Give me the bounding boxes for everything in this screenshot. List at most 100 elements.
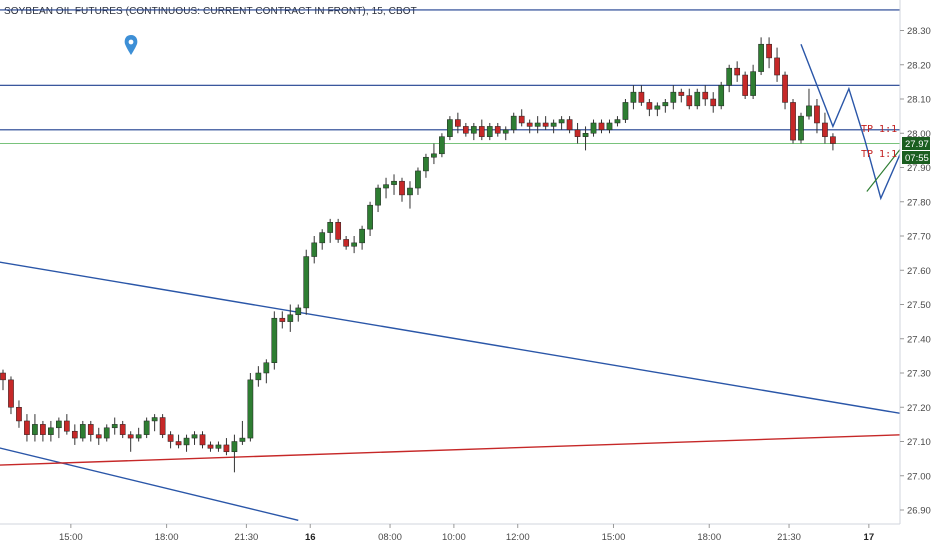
candle-body	[95, 434, 102, 439]
price-tick-label: 27.20	[907, 403, 931, 414]
trendlines	[0, 261, 905, 521]
candle-body	[542, 122, 549, 127]
tp-label-1: TP 1:1	[861, 124, 897, 135]
candle-body	[455, 119, 461, 127]
candle-body	[375, 187, 381, 206]
candle-body	[263, 362, 270, 374]
candle-body	[335, 222, 342, 240]
candle-body	[654, 105, 661, 110]
projection-path	[800, 43, 906, 201]
candle-body	[16, 407, 22, 422]
candle-body	[590, 122, 597, 134]
price-axis-bg	[900, 0, 932, 550]
candle-body	[151, 417, 158, 422]
trendline-upper-descending	[0, 261, 905, 415]
candle-body	[630, 91, 637, 103]
price-tick-label: 27.40	[907, 334, 931, 345]
price-tick-label: 27.10	[907, 437, 931, 448]
candle-body	[790, 102, 796, 141]
candle-body	[383, 184, 389, 189]
price-tick-label: 27.90	[907, 163, 931, 174]
candle-body	[447, 119, 453, 137]
candle-body	[415, 170, 421, 189]
candle-body	[199, 434, 206, 446]
candle-body	[758, 43, 764, 72]
price-tick-label: 27.60	[907, 266, 931, 277]
candle-body	[32, 424, 38, 435]
candle-body	[582, 133, 589, 137]
horizontal-levels	[0, 9, 900, 144]
candle-body	[462, 126, 469, 134]
trendline-lower-descending	[0, 447, 299, 521]
price-tick-label: 28.10	[907, 95, 931, 106]
candle-body	[782, 74, 788, 103]
candle-body	[343, 239, 349, 247]
price-tick-label: 28.20	[907, 60, 931, 71]
candle-body	[311, 242, 318, 257]
candle-body	[510, 115, 517, 131]
price-axis: 28.30 28.20 28.10 28.00 27.90 27.80 27.70 27.60…	[900, 26, 931, 517]
time-tick-label: 08:00	[378, 532, 402, 543]
candle-body	[319, 232, 326, 244]
price-tick-label: 28.00	[907, 129, 931, 140]
candle-body	[0, 372, 6, 381]
candle-body	[622, 102, 629, 120]
candle-body	[407, 187, 413, 196]
candle-body	[63, 420, 70, 432]
candle-body	[830, 136, 836, 144]
candle-body	[367, 204, 373, 230]
candle-body	[670, 91, 677, 103]
candle-body	[391, 180, 397, 185]
candle-body	[814, 105, 820, 124]
candle-body	[774, 57, 780, 76]
candle-body	[207, 444, 214, 449]
candle-body	[574, 129, 581, 137]
last-price-badge: 27.97	[902, 137, 930, 150]
price-tick-label: 27.00	[907, 471, 931, 482]
candle-body	[431, 153, 437, 158]
candle-body	[231, 441, 238, 453]
candle-body	[359, 228, 365, 244]
candle-body	[24, 420, 30, 435]
candle-body	[518, 115, 525, 124]
location-pin-icon[interactable]	[124, 35, 138, 55]
candle-body	[48, 427, 54, 435]
candle-body	[111, 424, 118, 429]
candle-body	[56, 420, 62, 429]
price-tick-label: 26.90	[907, 506, 931, 517]
candle-body	[534, 122, 541, 127]
time-tick-label: 18:00	[155, 532, 179, 543]
candle-body	[167, 434, 174, 442]
price-tick-label: 27.50	[907, 300, 931, 311]
candle-body	[526, 122, 533, 127]
candle-body	[710, 98, 717, 107]
projection-target-leg	[866, 143, 906, 192]
candle-body	[750, 71, 756, 96]
candle-body	[702, 91, 709, 100]
time-tick-label: 16	[305, 532, 316, 543]
tp-label-2: TP 1:1	[861, 149, 897, 160]
candle-body	[734, 67, 741, 76]
candle-body	[175, 441, 182, 446]
candle-body	[726, 67, 733, 86]
time-tick-label: 15:00	[602, 532, 626, 543]
projection-zigzag	[800, 43, 906, 201]
candle-body	[423, 156, 429, 172]
candle-body	[598, 122, 605, 131]
candle-body	[766, 43, 772, 59]
time-tick-label: 10:00	[442, 532, 466, 543]
price-tick-label: 27.70	[907, 232, 931, 243]
time-tick-label: 15:00	[59, 532, 83, 543]
countdown-text: 07:55	[905, 153, 929, 164]
candle-body	[143, 420, 150, 435]
time-tick-label: 12:00	[506, 532, 530, 543]
candle-body	[694, 91, 701, 107]
candle-body	[119, 424, 126, 435]
candle-body	[494, 126, 501, 134]
candle-body	[279, 317, 286, 322]
candle-body	[247, 379, 254, 439]
countdown-badge: 07:55	[902, 151, 930, 164]
candle-body	[470, 126, 477, 134]
candle-body	[40, 424, 46, 435]
